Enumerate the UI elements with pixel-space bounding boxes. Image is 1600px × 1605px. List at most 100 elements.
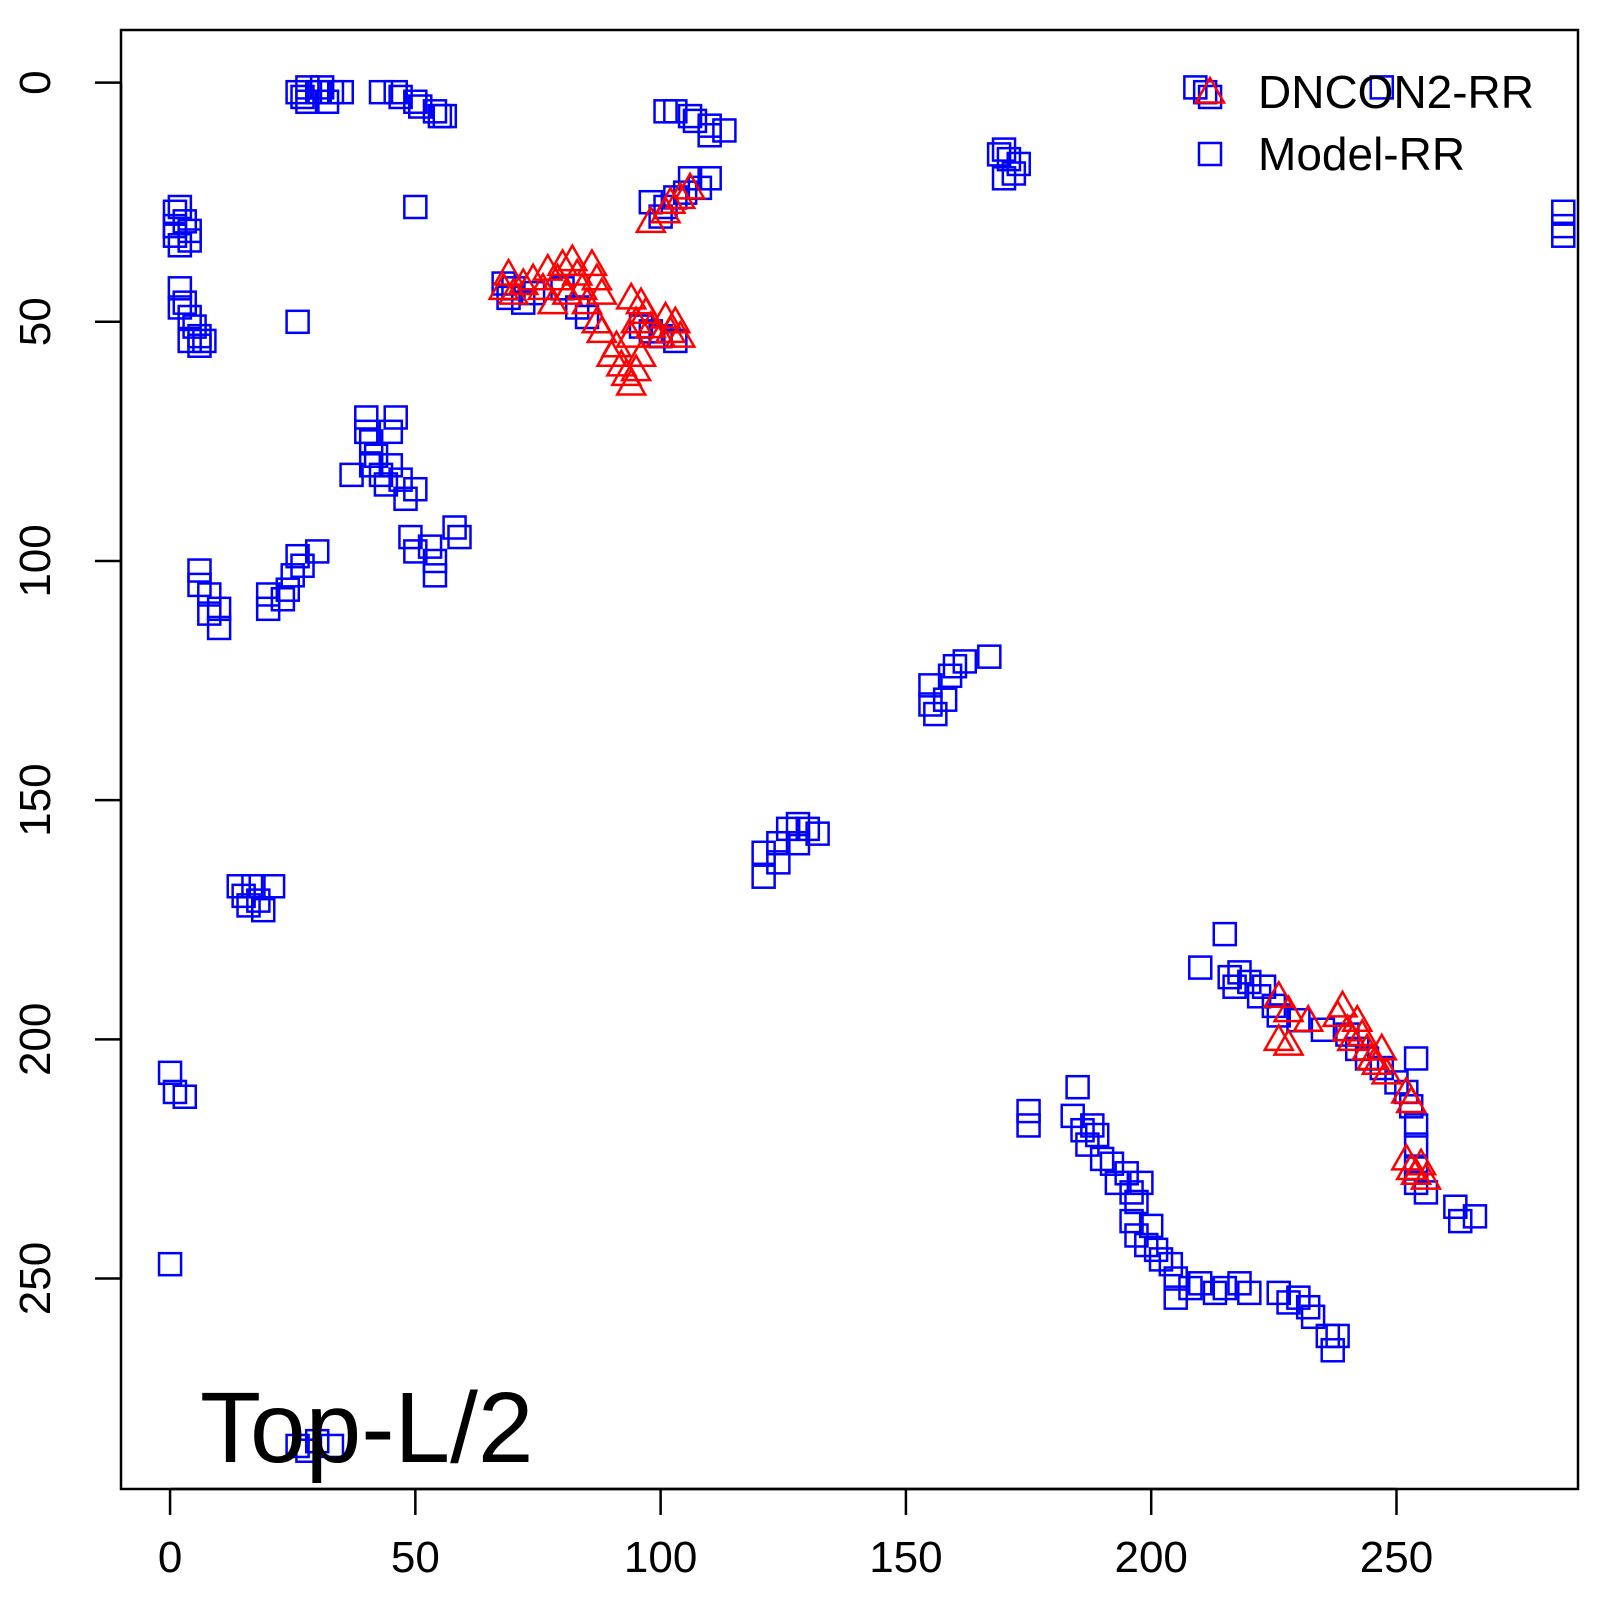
model-rr-point: [354, 419, 379, 445]
dncon2-rr-point: [644, 319, 677, 348]
model-rr-point: [358, 429, 384, 454]
model-rr-point: [403, 539, 428, 564]
dncon2-rr-point: [1370, 1056, 1403, 1085]
dncon2-rr-point: [585, 276, 618, 305]
model-rr-point: [255, 582, 281, 607]
legend: DNCON2-RR Model-RR: [1193, 66, 1534, 180]
model-rr-point: [677, 103, 703, 129]
model-rr-point: [354, 405, 379, 430]
model-rr-point: [682, 108, 708, 134]
dncon2-rr-point: [619, 305, 653, 334]
model-rr-point: [991, 137, 1017, 162]
model-rr-point: [304, 1428, 330, 1454]
model-rr-point: [1016, 1098, 1041, 1124]
dncon2-rr-point: [1355, 1041, 1389, 1071]
dncon2-rr-point: [615, 281, 648, 310]
model-rr-point: [206, 615, 232, 641]
dncon2-rr-point: [585, 314, 618, 344]
model-rr-point: [1222, 974, 1247, 999]
dncon2-rr-point: [492, 257, 525, 286]
model-rr-point: [1237, 1280, 1262, 1306]
dncon2-rr-point: [541, 262, 574, 291]
model-rr-point: [751, 864, 776, 889]
model-rr-point: [1119, 1208, 1144, 1234]
y-axis: 0 50 100 150 200 250: [11, 70, 123, 1315]
dncon2-rr-point: [624, 286, 658, 315]
model-rr-point: [1551, 223, 1576, 248]
model-rr-point: [447, 524, 472, 550]
model-rr-point: [290, 84, 315, 110]
model-rr-point: [1163, 1285, 1188, 1310]
legend-label: Model-RR: [1258, 128, 1465, 180]
legend-label: DNCON2-RR: [1258, 66, 1534, 118]
model-rr-point: [368, 79, 394, 105]
model-rr-point: [1403, 1046, 1429, 1071]
model-rr-point: [1413, 1180, 1439, 1205]
model-rr-point: [1129, 1170, 1154, 1196]
model-rr-point: [1443, 1194, 1468, 1220]
model-rr-point: [932, 687, 958, 712]
model-rr-point: [270, 586, 296, 612]
model-rr-point: [712, 118, 737, 143]
model-rr-point: [339, 462, 364, 488]
model-rr-point: [260, 874, 286, 899]
dncon2-rr-point: [526, 271, 560, 301]
dncon2-rr-point: [551, 276, 584, 305]
model-rr-point: [1080, 1113, 1105, 1138]
x-tick-label: 150: [869, 1533, 942, 1582]
model-rr-point: [1158, 1251, 1184, 1277]
model-rr-point: [1084, 1122, 1110, 1148]
model-rr-point: [329, 79, 355, 105]
model-rr-point: [1403, 1113, 1429, 1138]
model-rr-point: [937, 663, 963, 689]
model-rr-point: [192, 328, 217, 354]
dncon2-rr-point: [615, 367, 648, 396]
dncon2-rr-point: [1292, 1003, 1325, 1032]
model-rr-point: [383, 79, 408, 105]
x-axis: 0 50 100 150 200 250: [158, 1487, 1433, 1582]
model-rr-point: [1016, 1113, 1041, 1138]
model-rr-point: [246, 888, 271, 913]
dncon2-rr-point: [1395, 1085, 1428, 1114]
model-rr-point: [172, 290, 198, 315]
model-rr-point: [1188, 1271, 1213, 1296]
dncon2-rr-point: [673, 171, 707, 200]
model-rr-point: [1325, 1323, 1350, 1349]
dncon2-rr-point: [619, 353, 653, 382]
y-tick-label: 250: [11, 1242, 60, 1315]
model-rr-point: [388, 467, 413, 492]
dncon2-rr-point: [507, 267, 540, 296]
y-tick-label: 200: [11, 1003, 60, 1076]
model-rr-point: [805, 821, 830, 846]
model-rr-point: [314, 89, 340, 115]
model-rr-point: [1295, 1294, 1321, 1320]
dncon2-rr-point: [1409, 1161, 1443, 1190]
dncon2-rr-point: [1262, 1022, 1295, 1052]
y-tick-label: 0: [11, 70, 60, 94]
dncon2-rr-point: [634, 204, 667, 234]
dncon2-rr-point: [664, 180, 697, 210]
model-rr-point: [1369, 75, 1395, 100]
model-rr-point: [373, 472, 399, 497]
model-rr-point: [319, 1433, 345, 1459]
model-rr-point: [290, 553, 315, 579]
x-tick-label: 250: [1360, 1533, 1433, 1582]
dncon2-rr-point: [546, 247, 579, 277]
x-tick-label: 50: [391, 1533, 440, 1582]
model-rr-point: [407, 94, 433, 119]
data-markers: [157, 75, 1576, 1463]
dncon2-rr-point: [654, 185, 687, 214]
model-rr-point: [177, 228, 202, 253]
x-tick-label: 200: [1114, 1533, 1187, 1582]
x-tick-label: 0: [158, 1533, 182, 1582]
model-rr-point: [403, 476, 428, 502]
model-rr-point: [991, 166, 1017, 191]
model-rr-point: [403, 89, 428, 115]
legend-triangle-icon: [1193, 75, 1227, 104]
model-rr-point: [1551, 199, 1576, 225]
series-dncon2-rr: [487, 171, 1443, 1190]
model-rr-point: [206, 596, 232, 622]
